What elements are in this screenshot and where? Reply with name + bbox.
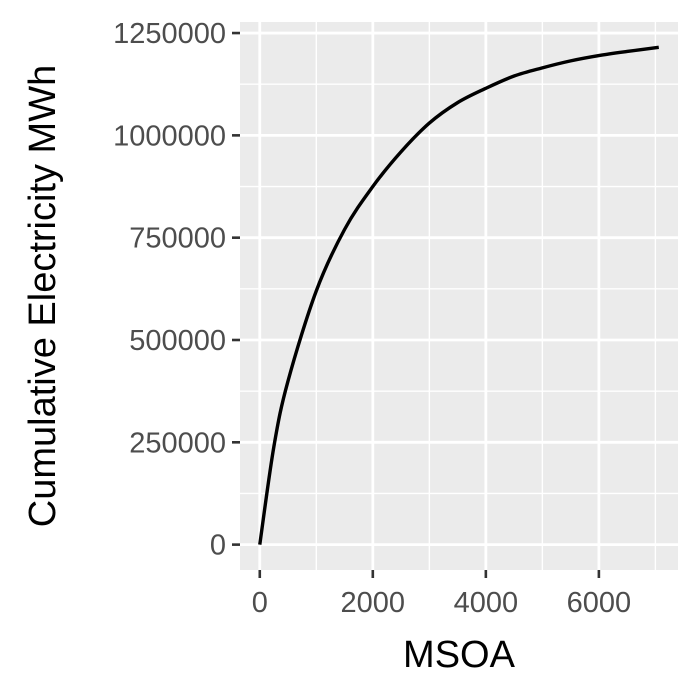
x-axis-title: MSOA — [403, 634, 516, 676]
series-line — [258, 45, 660, 545]
y-tick-label: 750000 — [129, 223, 226, 255]
x-tick-label: 4000 — [454, 587, 519, 619]
x-tick-label: 0 — [252, 587, 268, 619]
grid-minor — [240, 22, 678, 570]
y-tick-label: 250000 — [129, 427, 226, 459]
x-tick-label: 2000 — [341, 587, 406, 619]
series-layer — [258, 45, 660, 545]
y-tick-label: 0 — [210, 530, 226, 562]
plot-panel — [240, 22, 678, 570]
y-axis-title: Cumulative Electricity MWh — [22, 65, 64, 527]
x-tick-label: 6000 — [567, 587, 632, 619]
tick-labels: 0 2000 4000 6000 0 250000 500000 750000 1000000 1… — [113, 18, 631, 619]
axis-ticks — [232, 31, 601, 578]
y-tick-label: 500000 — [129, 325, 226, 357]
y-tick-label: 1000000 — [113, 120, 226, 152]
grid-major — [240, 22, 678, 570]
y-tick-label: 1250000 — [113, 18, 226, 50]
